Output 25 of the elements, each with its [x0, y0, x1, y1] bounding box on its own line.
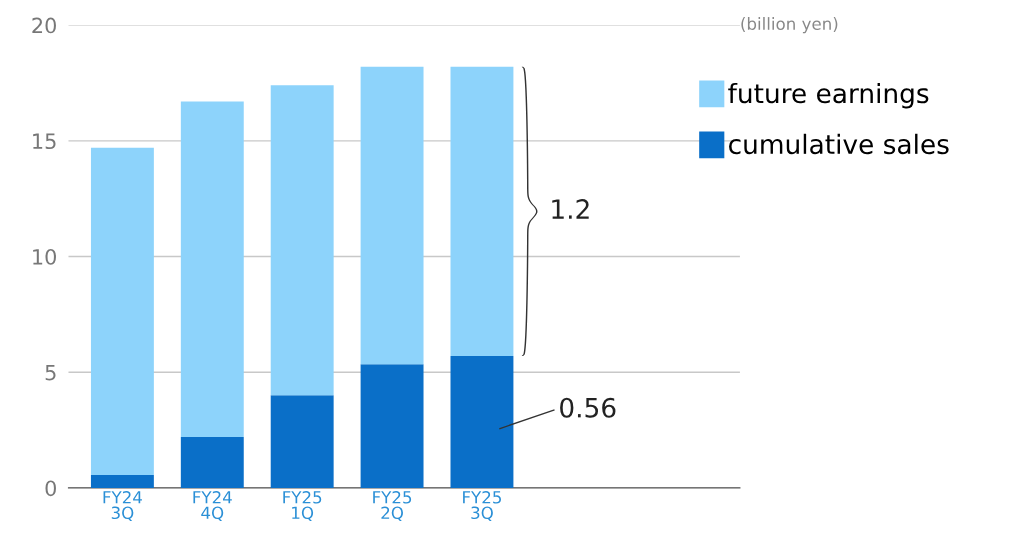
- x-tick-label: FY24 4Q: [193, 491, 232, 522]
- bar: [450, 356, 514, 488]
- text: (billion yen): [741, 17, 838, 34]
- text: 1.2: [552, 199, 589, 219]
- y-tick-label: 0: [45, 480, 56, 497]
- x-tick-label: FY25 2Q: [373, 491, 412, 522]
- bar: [90, 474, 154, 488]
- y-tick-label: 10: [33, 249, 56, 265]
- x-tick-label: FY25 3Q: [463, 491, 501, 522]
- bar: [270, 85, 334, 396]
- x-tick-label: FY25 1Q: [283, 491, 322, 522]
- legend-label: future earnings: [728, 82, 929, 109]
- bar: [360, 66, 424, 365]
- text: 0.56: [560, 397, 616, 418]
- bar: [90, 147, 154, 475]
- bar: [180, 101, 244, 438]
- bar: [270, 395, 334, 488]
- bar: [360, 364, 424, 488]
- x-tick-label: FY24 3Q: [103, 491, 142, 522]
- y-tick-label: 5: [45, 364, 56, 381]
- legend-label: cumulative sales: [729, 133, 949, 155]
- y-tick-label: 20: [32, 17, 56, 34]
- bar: [180, 437, 244, 488]
- y-tick-label: 15: [33, 133, 56, 150]
- bar: [450, 66, 514, 357]
